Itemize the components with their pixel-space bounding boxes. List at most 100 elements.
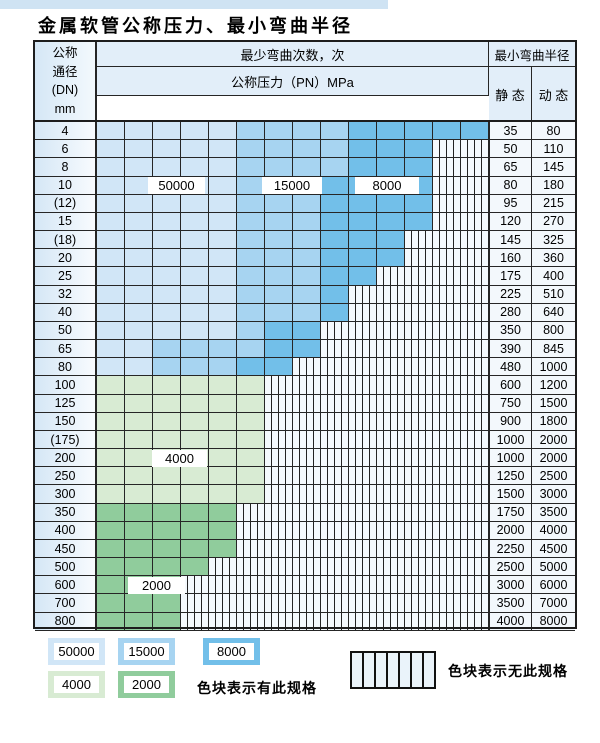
cell-grade-2000 <box>125 612 153 631</box>
grade-label-4000: 4000 <box>152 449 207 467</box>
cell-no-spec <box>377 594 405 613</box>
cell-grade-15000 <box>237 194 265 213</box>
dynamic-radius-value: 1200 <box>532 376 575 395</box>
cell-no-spec <box>461 158 489 177</box>
cell-no-spec <box>433 594 461 613</box>
table-row: (175) 1000 2000 <box>35 430 575 450</box>
table-row: 15 120 270 <box>35 212 575 232</box>
cell-grade-8000 <box>349 231 377 250</box>
cell-grade-50000 <box>209 285 237 304</box>
cell-no-spec <box>461 267 489 286</box>
dn-cell: 65 <box>35 340 97 359</box>
dn-cell: 300 <box>35 485 97 504</box>
dynamic-radius-value: 1500 <box>532 394 575 413</box>
dn-header-line: 通径 <box>52 64 78 79</box>
legend-has-spec-text: 色块表示有此规格 <box>197 680 317 696</box>
cell-no-spec <box>237 594 265 613</box>
cell-no-spec <box>433 176 461 195</box>
cell-no-spec <box>433 340 461 359</box>
cell-no-spec <box>265 576 293 595</box>
cell-no-spec <box>293 449 321 468</box>
cell-no-spec <box>405 340 433 359</box>
cell-no-spec <box>405 412 433 431</box>
cell-no-spec <box>377 358 405 377</box>
table-row: 20 160 360 <box>35 249 575 268</box>
cell-no-spec <box>461 376 489 395</box>
cell-grade-8000 <box>433 122 461 141</box>
cell-no-spec <box>433 430 461 450</box>
cell-grade-4000 <box>237 467 265 486</box>
cell-grade-8000 <box>405 158 433 177</box>
cell-grade-50000 <box>181 267 209 286</box>
cell-no-spec <box>405 576 433 595</box>
legend-swatch-label: 50000 <box>54 643 99 660</box>
cell-grade-8000 <box>349 212 377 232</box>
cell-grade-50000 <box>97 285 125 304</box>
cell-grade-15000 <box>237 122 265 141</box>
dn-cell: (18) <box>35 231 97 250</box>
cell-no-spec <box>405 558 433 577</box>
cell-no-spec <box>461 430 489 450</box>
dynamic-radius-value: 1800 <box>532 412 575 431</box>
cell-grade-4000 <box>237 485 265 504</box>
dn-cell: 10 <box>35 176 97 195</box>
cell-grade-50000 <box>97 358 125 377</box>
cell-grade-8000 <box>377 140 405 159</box>
cell-no-spec <box>433 231 461 250</box>
dynamic-radius-value: 4500 <box>532 539 575 559</box>
cell-no-spec <box>433 449 461 468</box>
static-radius-value: 2250 <box>489 539 532 559</box>
dn-cell: 500 <box>35 558 97 577</box>
cell-grade-8000 <box>237 358 265 377</box>
cell-grade-4000 <box>181 376 209 395</box>
cell-no-spec <box>377 612 405 631</box>
dn-cell: 80 <box>35 358 97 377</box>
cell-no-spec <box>405 285 433 304</box>
cell-no-spec <box>321 612 349 631</box>
cell-no-spec <box>405 594 433 613</box>
cell-no-spec <box>349 449 377 468</box>
cell-no-spec <box>433 212 461 232</box>
cell-no-spec <box>405 521 433 540</box>
cell-no-spec <box>293 503 321 522</box>
cell-grade-50000 <box>153 231 181 250</box>
cell-grade-50000 <box>97 321 125 341</box>
cell-grade-50000 <box>125 340 153 359</box>
grade-label-15000: 15000 <box>262 177 322 195</box>
cell-no-spec <box>433 539 461 559</box>
cell-grade-15000 <box>265 231 293 250</box>
dynamic-radius-value: 4000 <box>532 521 575 540</box>
table-row: (12) 95 215 <box>35 194 575 213</box>
static-radius-value: 80 <box>489 176 532 195</box>
static-radius-value: 280 <box>489 303 532 322</box>
cell-no-spec <box>321 539 349 559</box>
cell-no-spec <box>349 521 377 540</box>
cell-no-spec <box>321 376 349 395</box>
cell-grade-2000 <box>125 594 153 613</box>
cell-grade-2000 <box>153 503 181 522</box>
cell-no-spec <box>181 612 209 631</box>
table-row: 300 1500 3000 <box>35 485 575 504</box>
legend-swatch-label: 2000 <box>124 676 169 693</box>
table-row: 700 3500 7000 <box>35 594 575 613</box>
dn-cell: 40 <box>35 303 97 322</box>
cell-grade-4000 <box>97 449 125 468</box>
cell-no-spec <box>321 485 349 504</box>
cell-grade-2000 <box>153 558 181 577</box>
cell-no-spec <box>349 430 377 450</box>
cell-grade-15000 <box>265 158 293 177</box>
cell-grade-8000 <box>377 231 405 250</box>
cell-no-spec <box>265 558 293 577</box>
cell-no-spec <box>433 558 461 577</box>
cell-no-spec <box>405 467 433 486</box>
cell-no-spec <box>377 267 405 286</box>
cell-no-spec <box>321 521 349 540</box>
cell-grade-2000 <box>153 612 181 631</box>
static-radius-value: 1000 <box>489 430 532 450</box>
table-row: 500 2500 5000 <box>35 558 575 577</box>
cell-grade-50000 <box>181 231 209 250</box>
cell-no-spec <box>265 467 293 486</box>
cell-grade-8000 <box>405 194 433 213</box>
legend-swatch-label: 4000 <box>54 676 99 693</box>
dn-cell: 350 <box>35 503 97 522</box>
